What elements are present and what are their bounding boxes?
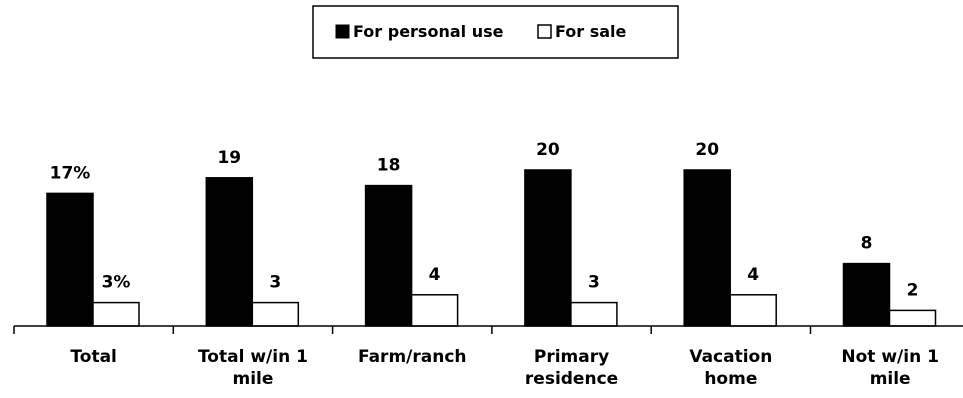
category-label-3-line2: residence (525, 369, 618, 389)
bar-personal-use-3 (524, 169, 572, 327)
category-label-1-line2: mile (232, 369, 273, 389)
value-labels-layer: 17% 3% 19 3 18 4 20 3 20 4 8 2 (50, 140, 919, 300)
value-label-for-sale-2: 4 (429, 265, 441, 285)
bar-for-sale-4 (729, 294, 777, 327)
value-label-personal-use-3: 20 (536, 140, 560, 160)
bar-personal-use-1 (205, 177, 254, 327)
bar-for-sale-1 (251, 301, 300, 327)
bar-personal-use-4 (683, 169, 731, 327)
legend-label-for-sale: For sale (555, 22, 627, 41)
value-label-for-sale-0: 3% (102, 273, 131, 293)
bar-personal-use-2 (364, 184, 413, 327)
category-label-5-line2: mile (870, 369, 911, 389)
bar-for-sale-2 (410, 294, 459, 327)
value-label-personal-use-5: 8 (861, 234, 873, 254)
value-label-personal-use-1: 19 (217, 148, 241, 168)
value-label-personal-use-2: 18 (377, 156, 401, 176)
legend: For personal use For sale (312, 5, 679, 59)
legend-swatch-personal-use (335, 24, 350, 39)
bar-personal-use-0 (46, 192, 94, 327)
legend-swatch-for-sale (537, 24, 552, 39)
legend-frame (312, 5, 679, 59)
category-label-4: Vacation (689, 347, 772, 367)
bar-for-sale-3 (570, 301, 618, 327)
bar-for-sale-0 (92, 301, 140, 327)
value-label-for-sale-3: 3 (588, 273, 600, 293)
category-label-4-line2: home (704, 369, 757, 389)
bar-for-sale-5 (888, 309, 937, 327)
category-label-5: Not w/in 1 (841, 347, 939, 367)
value-label-personal-use-4: 20 (695, 140, 719, 160)
legend-label-personal-use: For personal use (353, 22, 504, 41)
category-label-1: Total w/in 1 (198, 347, 308, 367)
category-label-0: Total (70, 347, 116, 367)
bar-personal-use-5 (842, 262, 891, 327)
value-label-for-sale-5: 2 (907, 280, 919, 300)
x-axis (13, 325, 963, 334)
value-label-personal-use-0: 17% (50, 163, 91, 183)
value-label-for-sale-1: 3 (269, 273, 281, 293)
bars-layer (46, 169, 937, 327)
category-label-3: Primary (534, 347, 609, 367)
value-label-for-sale-4: 4 (747, 265, 759, 285)
category-label-2: Farm/ranch (358, 347, 467, 367)
